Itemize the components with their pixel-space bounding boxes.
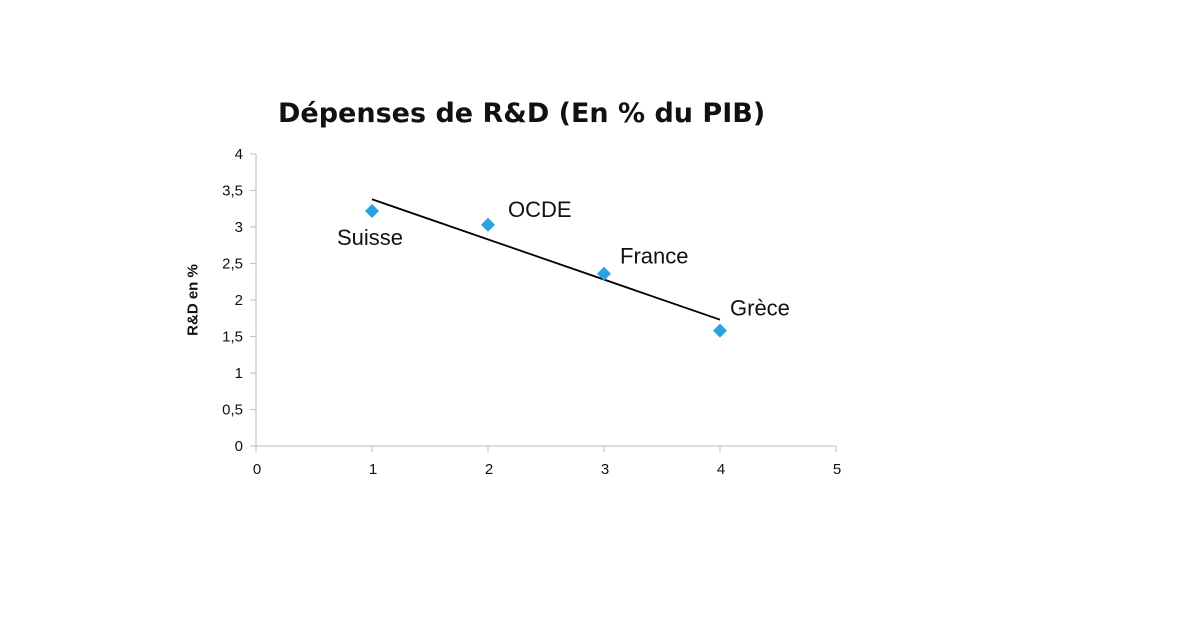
y-tick-label: 3 (235, 219, 243, 236)
x-tick-label: 4 (717, 461, 725, 478)
y-tick-label: 2,5 (222, 256, 243, 273)
y-tick-label: 3,5 (222, 183, 243, 200)
x-tick-label: 1 (369, 461, 377, 478)
data-label: Grèce (730, 296, 790, 321)
data-label: France (620, 244, 688, 269)
x-tick-label: 5 (833, 461, 841, 478)
y-tick-label: 1,5 (222, 329, 243, 346)
data-label: OCDE (508, 197, 572, 222)
y-tick-label: 4 (235, 146, 243, 163)
x-tick-label: 3 (601, 461, 609, 478)
chart-title: Dépenses de R&D (En % du PIB) (278, 98, 766, 129)
y-tick-label: 0 (235, 438, 243, 455)
x-tick-label: 0 (253, 461, 261, 478)
data-label: Suisse (337, 225, 403, 250)
data-point (365, 203, 379, 218)
y-tick-label: 2 (235, 292, 243, 309)
data-point (713, 323, 727, 338)
y-tick-label: 0,5 (222, 402, 243, 419)
trendline (371, 198, 721, 321)
data-point (481, 217, 495, 232)
y-tick-label: 1 (235, 365, 243, 382)
x-tick-label: 2 (485, 461, 493, 478)
data-point (597, 266, 611, 281)
